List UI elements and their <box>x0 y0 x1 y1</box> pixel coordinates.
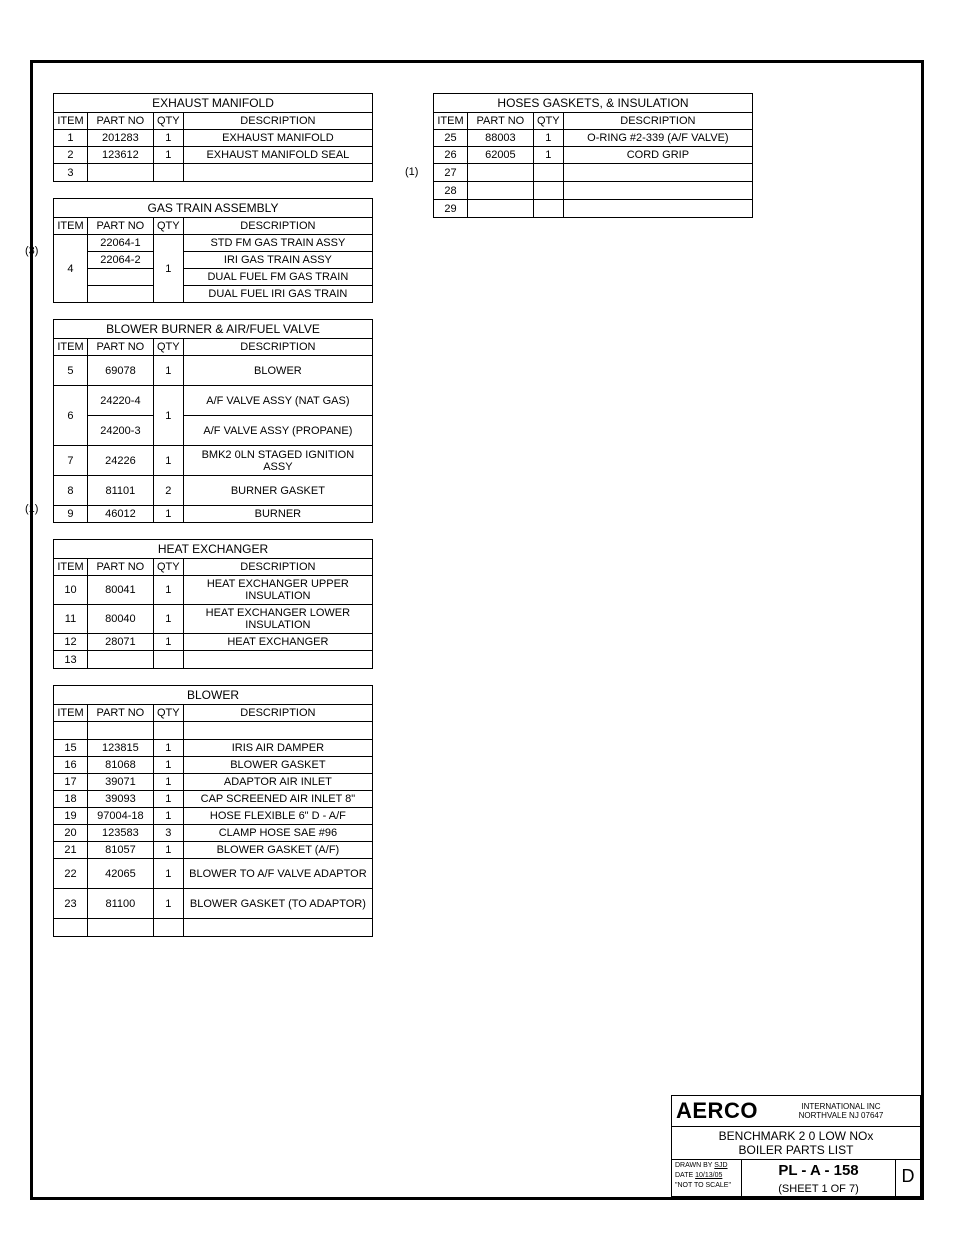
table-blowerburner: (1) BLOWER BURNER & AIR/FUEL VALVE ITEM … <box>53 319 393 523</box>
table-hoses: (1) HOSES GASKETS, & INSULATION ITEM PAR… <box>433 93 773 218</box>
parts-table: GAS TRAIN ASSEMBLY ITEM PART NO QTY DESC… <box>53 198 373 303</box>
note-marker: (3) <box>25 245 38 257</box>
table-row: 3 <box>54 164 373 182</box>
table-row: DUAL FUEL FM GAS TRAIN <box>54 269 373 286</box>
table-gastrain: (3) GAS TRAIN ASSEMBLY ITEM PART NO QTY … <box>53 198 393 303</box>
table-title: GAS TRAIN ASSEMBLY <box>54 199 373 218</box>
col-part: PART NO <box>87 218 153 235</box>
table-row: 17390711ADAPTOR AIR INLET <box>54 774 373 791</box>
table-title: BLOWER BURNER & AIR/FUEL VALVE <box>54 320 373 339</box>
col-part: PART NO <box>87 559 153 576</box>
page-frame: EXHAUST MANIFOLD ITEM PART NO QTY DESCRI… <box>30 60 924 1200</box>
drawing-title: BENCHMARK 2 0 LOW NOx BOILER PARTS LIST <box>672 1127 920 1159</box>
meta-box: DRAWN BY SJD DATE 10/13/05 "NOT TO SCALE… <box>672 1160 742 1196</box>
table-row: 10 80041 1 HEAT EXCHANGER UPPER INSULATI… <box>54 576 373 605</box>
table-row: 1997004-181HOSE FLEXIBLE 6" D - A/F <box>54 808 373 825</box>
table-title: HOSES GASKETS, & INSULATION <box>434 94 753 113</box>
col-item: ITEM <box>54 559 88 576</box>
table-row: 8 81101 2 BURNER GASKET <box>54 476 373 506</box>
col-desc: DESCRIPTION <box>183 113 372 130</box>
table-row <box>54 722 373 740</box>
right-column: (1) HOSES GASKETS, & INSULATION ITEM PAR… <box>433 93 773 234</box>
table-row: 27 <box>434 164 753 182</box>
col-desc: DESCRIPTION <box>183 705 372 722</box>
col-desc: DESCRIPTION <box>563 113 752 130</box>
col-part: PART NO <box>87 705 153 722</box>
table-blower: BLOWER ITEM PART NO QTY DESCRIPTION 1512… <box>53 685 393 937</box>
left-column: EXHAUST MANIFOLD ITEM PART NO QTY DESCRI… <box>53 93 393 953</box>
title-block: AERCO INTERNATIONAL INC NORTHVALE NJ 076… <box>671 1095 921 1197</box>
table-row <box>54 919 373 937</box>
parts-table: BLOWER ITEM PART NO QTY DESCRIPTION 1512… <box>53 685 373 937</box>
col-item: ITEM <box>54 339 88 356</box>
col-qty: QTY <box>533 113 563 130</box>
table-row: 22064-2 IRI GAS TRAIN ASSY <box>54 252 373 269</box>
table-row: 22420651BLOWER TO A/F VALVE ADAPTOR <box>54 859 373 889</box>
table-row: 5 69078 1 BLOWER <box>54 356 373 386</box>
parts-table: BLOWER BURNER & AIR/FUEL VALVE ITEM PART… <box>53 319 373 523</box>
col-desc: DESCRIPTION <box>183 559 372 576</box>
col-qty: QTY <box>153 113 183 130</box>
table-row: 28 <box>434 182 753 200</box>
col-part: PART NO <box>87 113 153 130</box>
parts-table: HOSES GASKETS, & INSULATION ITEM PART NO… <box>433 93 753 218</box>
table-row: 25880031O-RING #2-339 (A/F VALVE) <box>434 130 753 147</box>
table-row: 24200-3 A/F VALVE ASSY (PROPANE) <box>54 416 373 446</box>
revision: D <box>896 1160 920 1196</box>
note-marker: (1) <box>25 503 38 515</box>
col-qty: QTY <box>153 218 183 235</box>
col-item: ITEM <box>54 218 88 235</box>
table-row: 151238151IRIS AIR DAMPER <box>54 740 373 757</box>
company-sub: INTERNATIONAL INC NORTHVALE NJ 07647 <box>762 1100 920 1122</box>
table-row: 6 24220-4 1 A/F VALVE ASSY (NAT GAS) <box>54 386 373 416</box>
table-title: BLOWER <box>54 686 373 705</box>
table-row: DUAL FUEL IRI GAS TRAIN <box>54 286 373 303</box>
table-row: 1 201283 1 EXHAUST MANIFOLD <box>54 130 373 147</box>
table-row: 29 <box>434 200 753 218</box>
col-item: ITEM <box>54 113 88 130</box>
table-row: 7 24226 1 BMK2 0LN STAGED IGNITION ASSY <box>54 446 373 476</box>
table-row: 201235833CLAMP HOSE SAE #96 <box>54 825 373 842</box>
col-item: ITEM <box>434 113 468 130</box>
table-row: 21810571BLOWER GASKET (A/F) <box>54 842 373 859</box>
table-row: 2 123612 1 EXHAUST MANIFOLD SEAL <box>54 147 373 164</box>
table-row: 12 28071 1 HEAT EXCHANGER <box>54 634 373 651</box>
table-row: 13 <box>54 651 373 669</box>
table-row: 4 22064-1 1 STD FM GAS TRAIN ASSY <box>54 235 373 252</box>
table-row: 26620051CORD GRIP <box>434 147 753 164</box>
col-part: PART NO <box>87 339 153 356</box>
table-row: 9 46012 1 BURNER <box>54 506 373 523</box>
columns: EXHAUST MANIFOLD ITEM PART NO QTY DESCRI… <box>53 93 901 953</box>
parts-table: HEAT EXCHANGER ITEM PART NO QTY DESCRIPT… <box>53 539 373 669</box>
parts-table: EXHAUST MANIFOLD ITEM PART NO QTY DESCRI… <box>53 93 373 182</box>
table-title: EXHAUST MANIFOLD <box>54 94 373 113</box>
col-qty: QTY <box>153 705 183 722</box>
drawing-number: PL - A - 158 (SHEET 1 OF 7) <box>742 1160 896 1196</box>
col-qty: QTY <box>153 339 183 356</box>
table-heatex: HEAT EXCHANGER ITEM PART NO QTY DESCRIPT… <box>53 539 393 669</box>
table-exhaust: EXHAUST MANIFOLD ITEM PART NO QTY DESCRI… <box>53 93 393 182</box>
table-row: 18390931CAP SCREENED AIR INLET 8" <box>54 791 373 808</box>
table-row: 16810681BLOWER GASKET <box>54 757 373 774</box>
col-qty: QTY <box>153 559 183 576</box>
col-desc: DESCRIPTION <box>183 339 372 356</box>
table-title: HEAT EXCHANGER <box>54 540 373 559</box>
table-row: 23811001BLOWER GASKET (TO ADAPTOR) <box>54 889 373 919</box>
col-part: PART NO <box>467 113 533 130</box>
col-item: ITEM <box>54 705 88 722</box>
table-row: 11 80040 1 HEAT EXCHANGER LOWER INSULATI… <box>54 605 373 634</box>
company-name: AERCO <box>672 1096 762 1126</box>
note-marker: (1) <box>405 166 418 178</box>
col-desc: DESCRIPTION <box>183 218 372 235</box>
